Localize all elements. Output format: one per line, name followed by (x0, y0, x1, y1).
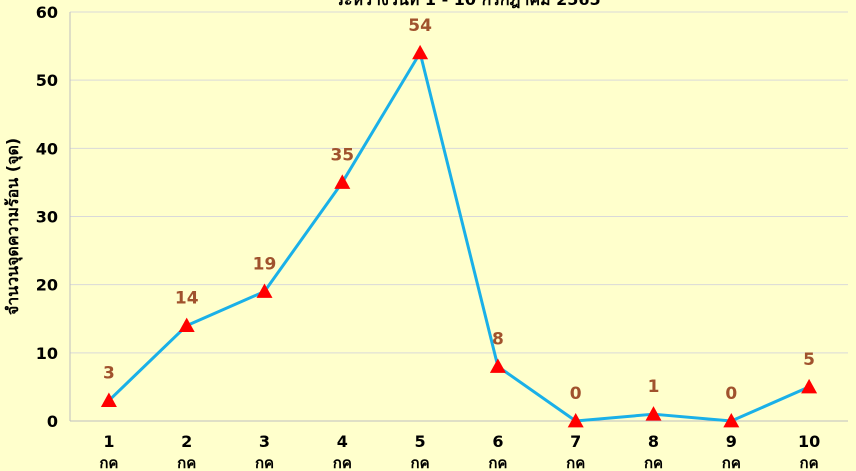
x-tick-label-10: 10 (798, 432, 820, 451)
x-tick-unit-6: กค (488, 454, 507, 471)
x-tick-unit-10: กค (800, 454, 819, 471)
y-tick-label-60: 60 (36, 3, 58, 22)
data-point-7[interactable] (567, 413, 584, 428)
y-tick-label-20: 20 (36, 276, 58, 295)
data-label-4: 35 (330, 145, 354, 165)
x-axis-ticks: 1 กค 2 กค 3 กค 4 กค 5 กค 6 กค 7 กค 8 กค 9 กค 10 กค (99, 432, 820, 471)
series-line (107, 51, 810, 423)
y-axis-label: จำนวนจุดความร้อน (จุด) (3, 138, 23, 315)
data-label-8: 1 (648, 377, 660, 397)
x-tick-unit-8: กค (644, 454, 663, 471)
y-tick-label-10: 10 (36, 344, 58, 363)
data-label-5: 54 (408, 16, 432, 36)
y-tick-label-40: 40 (36, 139, 58, 158)
data-point-9[interactable] (723, 413, 740, 428)
chart-title: ระหว่างวันที่ 1 - 10 กรกฎาคม 2565 (335, 0, 600, 9)
x-tick-label-3: 3 (259, 432, 270, 451)
x-tick-unit-3: กค (255, 454, 274, 471)
y-axis-ticks: 0 10 20 30 40 50 60 (36, 3, 58, 431)
x-tick-unit-2: กค (177, 454, 196, 471)
data-point-3[interactable] (256, 283, 273, 298)
data-label-1: 3 (103, 364, 115, 384)
grid-lines (70, 11, 848, 422)
series-hotspots (100, 44, 818, 428)
data-point-6[interactable] (489, 358, 506, 373)
data-point-8[interactable] (645, 406, 662, 421)
data-point-1[interactable] (100, 392, 117, 407)
x-tick-unit-5: กค (411, 454, 430, 471)
data-label-2: 14 (175, 289, 199, 309)
x-tick-label-4: 4 (337, 432, 348, 451)
x-tick-label-9: 9 (726, 432, 737, 451)
data-point-2[interactable] (178, 317, 195, 332)
y-tick-label-50: 50 (36, 71, 58, 90)
data-label-10: 5 (803, 350, 815, 370)
data-label-7: 0 (570, 384, 582, 404)
x-tick-label-7: 7 (570, 432, 581, 451)
y-tick-label-0: 0 (47, 412, 58, 431)
x-tick-unit-1: กค (99, 454, 118, 471)
x-tick-label-2: 2 (181, 432, 192, 451)
x-tick-unit-4: กค (333, 454, 352, 471)
data-point-5[interactable] (412, 44, 429, 60)
y-tick-label-30: 30 (36, 208, 58, 227)
data-label-6: 8 (492, 329, 504, 349)
data-point-4[interactable] (334, 174, 351, 189)
data-labels: 3 14 19 35 54 8 0 1 0 5 (103, 16, 815, 404)
data-point-10[interactable] (801, 378, 818, 394)
x-tick-label-5: 5 (415, 432, 426, 451)
x-tick-label-1: 1 (103, 432, 114, 451)
x-tick-unit-7: กค (566, 454, 585, 471)
x-tick-label-8: 8 (648, 432, 659, 451)
x-tick-unit-9: กค (722, 454, 741, 471)
data-label-3: 19 (253, 254, 277, 274)
data-label-9: 0 (725, 384, 737, 404)
x-tick-label-6: 6 (492, 432, 503, 451)
